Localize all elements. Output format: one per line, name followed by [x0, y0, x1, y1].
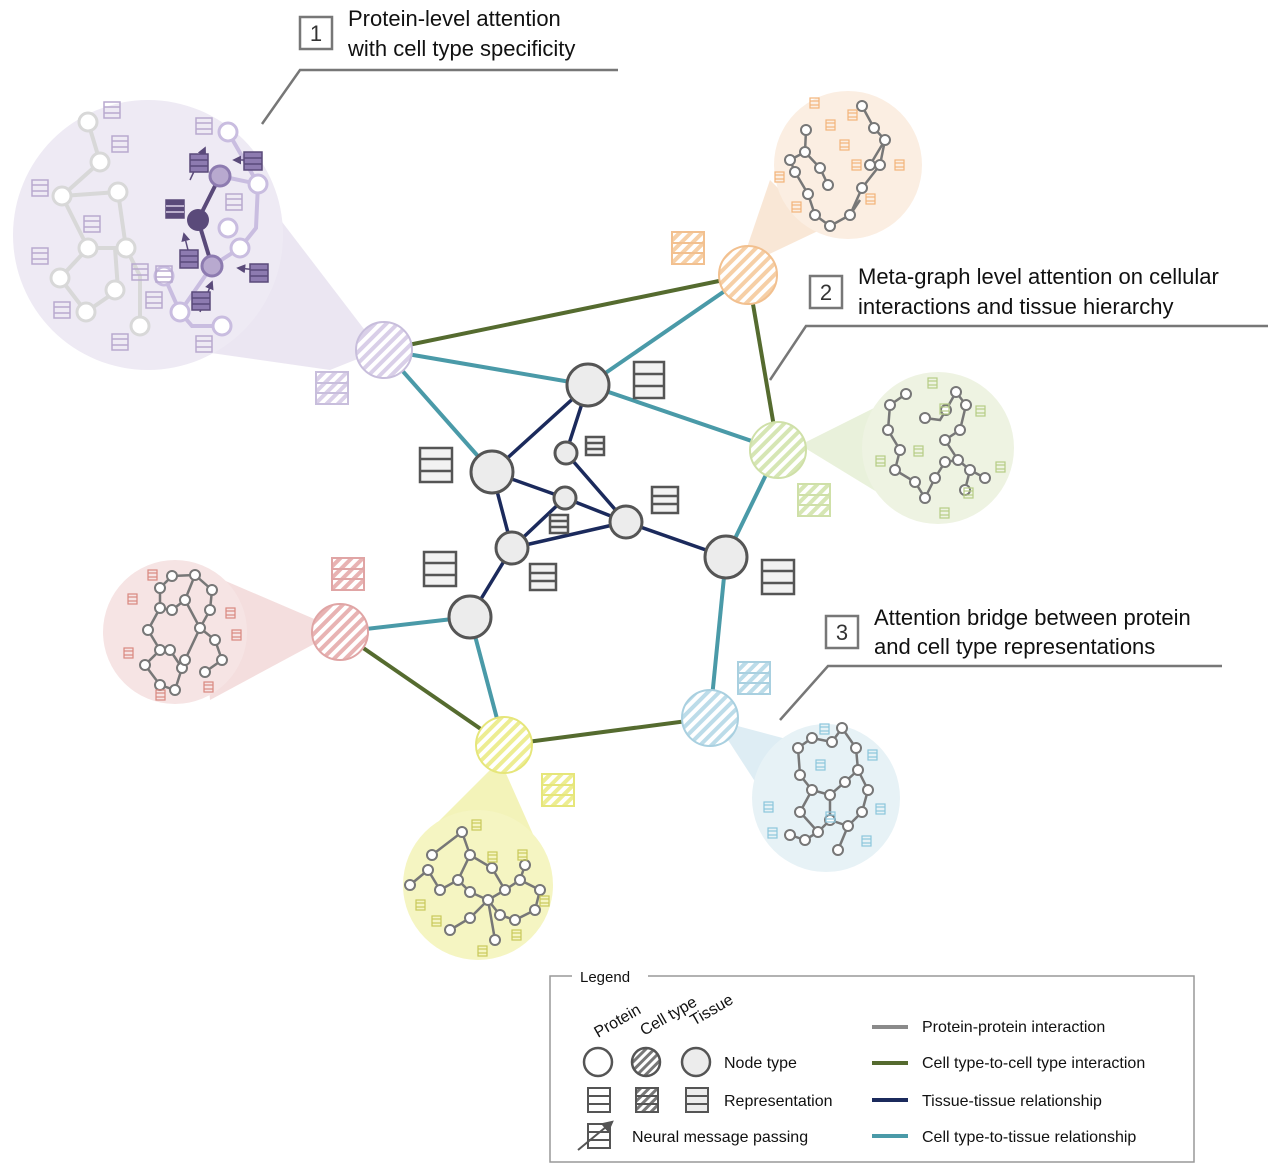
- purple-zoom-bubble: [13, 100, 380, 370]
- legend-representation-label: Representation: [724, 1093, 833, 1110]
- cell-type-node-blue[interactable]: [681, 689, 739, 747]
- legend-protein-representation: [587, 1087, 611, 1113]
- representation-icon: [760, 558, 796, 596]
- cell-type-node-yellow[interactable]: [475, 716, 533, 774]
- callout-2-number: 2: [820, 280, 832, 305]
- callout-2-line1: Meta-graph level attention on cellular: [858, 264, 1219, 289]
- callout-1-line2: with cell type specificity: [347, 36, 575, 61]
- representation-icon: [584, 435, 606, 457]
- callout-1-line1: Protein-level attention: [348, 6, 561, 31]
- callout-leaders: [260, 68, 1268, 721]
- red-zoom-bubble: [103, 560, 340, 704]
- legend-edge-ppi-label: Protein-protein interaction: [922, 1019, 1105, 1036]
- callout-2: 2 Meta-graph level attention on cellular…: [808, 264, 1219, 319]
- cell-type-node-red[interactable]: [311, 603, 369, 661]
- protein-representations-purple: [31, 101, 243, 353]
- legend-cell-type-representation: [635, 1087, 659, 1113]
- tissue-node[interactable]: [553, 440, 579, 466]
- callout-3-number-box: [824, 614, 860, 650]
- legend-node-type-label: Node type: [724, 1055, 797, 1072]
- legend-tissue-node: [680, 1046, 712, 1078]
- tissue-node[interactable]: [447, 594, 493, 640]
- callout-1: 1 Protein-level attention with cell type…: [298, 6, 575, 61]
- tissue-representations: [418, 360, 796, 596]
- legend-tissue-representation: [685, 1087, 709, 1113]
- legend: Legend Protein Cell type Tissue Node typ…: [549, 966, 1195, 1163]
- representation-icon: [315, 371, 349, 405]
- representation-icon: [650, 485, 680, 515]
- yellow-zoom-bubble: [403, 760, 553, 960]
- representation-icon: [737, 661, 771, 695]
- green-zoom-bubble: [800, 372, 1014, 524]
- representation-icon: [797, 483, 831, 517]
- legend-message-passing-icon: [577, 1120, 614, 1151]
- representation-icon: [671, 231, 705, 265]
- message-passing-representations: [165, 151, 269, 311]
- representation-icon: [418, 446, 454, 484]
- cell-type-node-green[interactable]: [749, 421, 807, 479]
- protein-representations-red: [123, 569, 242, 701]
- representation-icon: [422, 550, 458, 588]
- protein-representations-orange: [774, 97, 905, 213]
- representation-icon: [541, 773, 575, 807]
- legend-edge-tt-label: Tissue-tissue relationship: [922, 1093, 1102, 1110]
- callout-2-line2: interactions and tissue hierarchy: [858, 294, 1174, 319]
- tissue-nodes: [447, 362, 749, 640]
- representation-icon: [632, 360, 666, 400]
- callout-3-line2: and cell type representations: [874, 634, 1155, 659]
- legend-edge-cc-label: Cell type-to-cell type interaction: [922, 1055, 1145, 1072]
- protein-representations-green: [875, 377, 1006, 519]
- tissue-node[interactable]: [469, 449, 515, 495]
- protein-representations-yellow: [415, 819, 550, 957]
- callout-1-number: 1: [310, 21, 322, 46]
- blue-zoom-bubble: [715, 720, 900, 872]
- callout-3-line1: Attention bridge between protein: [874, 605, 1191, 630]
- tissue-node[interactable]: [552, 485, 578, 511]
- representation-icon: [528, 562, 558, 592]
- callout-3-number: 3: [836, 620, 848, 645]
- cell-type-nodes: [311, 245, 807, 774]
- protein-representations-blue: [763, 723, 886, 847]
- orange-zoom-bubble: [740, 91, 922, 268]
- cell-type-node-purple[interactable]: [355, 321, 413, 379]
- legend-edge-ct-label: Cell type-to-tissue relationship: [922, 1129, 1136, 1146]
- representation-icon: [548, 513, 570, 535]
- legend-protein-node: [582, 1046, 614, 1078]
- callout-1-number-box: [298, 15, 334, 51]
- legend-title: Legend: [580, 969, 630, 986]
- tissue-node[interactable]: [608, 504, 644, 540]
- callout-3: 3 Attention bridge between protein and c…: [824, 605, 1191, 659]
- legend-cell-type-node: [630, 1046, 662, 1078]
- callout-2-number-box: [808, 274, 844, 310]
- legend-message-passing-label: Neural message passing: [632, 1129, 808, 1146]
- representation-icon: [331, 557, 365, 591]
- tissue-node[interactable]: [703, 534, 749, 580]
- cell-type-representations: [315, 231, 831, 807]
- tissue-node[interactable]: [494, 530, 530, 566]
- cell-type-node-orange[interactable]: [718, 245, 778, 305]
- tissue-node[interactable]: [565, 362, 611, 408]
